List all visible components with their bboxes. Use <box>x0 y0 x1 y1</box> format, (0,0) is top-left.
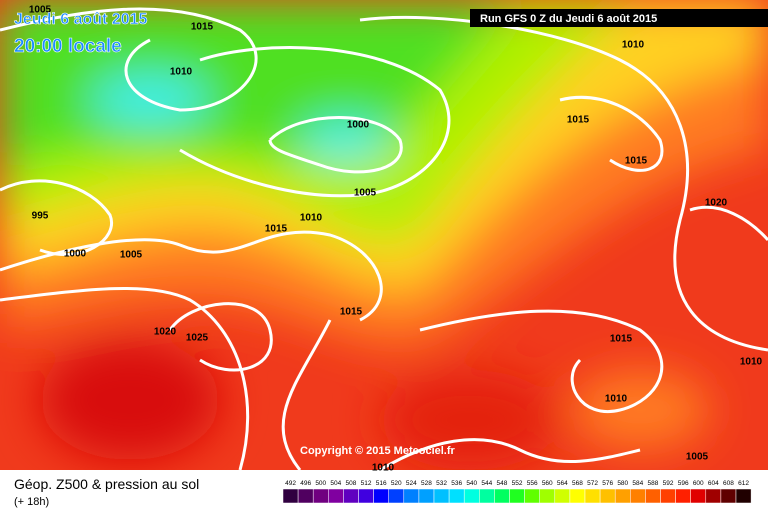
legend-swatch <box>599 488 616 504</box>
legend-label: 496 <box>300 480 311 487</box>
legend-label: 504 <box>330 480 341 487</box>
legend-label: 580 <box>617 480 628 487</box>
legend-label: 512 <box>361 480 372 487</box>
legend-swatch <box>705 488 722 504</box>
legend-swatch <box>584 488 601 504</box>
legend-label: 556 <box>527 480 538 487</box>
legend-label: 536 <box>451 480 462 487</box>
legend-label: 544 <box>481 480 492 487</box>
isobar-label: 1000 <box>347 120 370 131</box>
isobar-label: 1015 <box>191 22 214 33</box>
isobar-label: 1015 <box>265 224 288 235</box>
legend-label: 604 <box>708 480 719 487</box>
legend-subtitle: (+ 18h) <box>14 496 49 508</box>
legend-swatch <box>524 488 540 504</box>
legend-swatch <box>433 488 450 504</box>
isobar-label: 1010 <box>170 67 193 78</box>
legend-label: 564 <box>557 480 568 487</box>
legend-swatch <box>720 488 737 504</box>
legend-label: 532 <box>436 480 447 487</box>
isobar-label: 1015 <box>340 307 363 318</box>
legend-swatch <box>539 488 556 504</box>
isobar-label: 1005 <box>686 452 709 463</box>
isobar-label: 1010 <box>372 463 395 474</box>
legend-label: 588 <box>648 480 659 487</box>
legend-label: 608 <box>723 480 734 487</box>
legend-swatch <box>614 488 631 504</box>
legend-swatch <box>554 488 571 504</box>
legend-swatch <box>690 488 707 504</box>
color-legend: 492 496 500 504 508 512 516 520 524 528 532 536 540 5… <box>282 480 752 504</box>
legend-label: 520 <box>391 480 402 487</box>
legend-label: 560 <box>542 480 553 487</box>
date: Jeudi 6 août 2015 <box>14 11 147 28</box>
legend-swatch <box>645 488 661 504</box>
legend-label: 568 <box>572 480 583 487</box>
legend-swatch <box>463 488 480 504</box>
legend-label: 612 <box>738 480 749 487</box>
legend-label: 572 <box>587 480 598 487</box>
legend-label: 516 <box>376 480 387 487</box>
legend-swatch <box>675 488 691 504</box>
legend-label: 508 <box>346 480 357 487</box>
legend-label: 548 <box>497 480 508 487</box>
isobar-label: 1020 <box>705 198 728 209</box>
legend-swatch <box>494 488 510 504</box>
legend-swatch <box>373 488 389 504</box>
isobar-label: 1015 <box>625 156 648 167</box>
isobar-label: 1015 <box>567 115 590 126</box>
legend-swatch <box>297 488 314 504</box>
legend-swatch <box>388 488 405 504</box>
run-info: Run GFS 0 Z du Jeudi 6 août 2015 <box>480 13 657 25</box>
legend-label: 492 <box>285 480 296 487</box>
run-box <box>470 9 768 27</box>
legend-label: 540 <box>466 480 477 487</box>
legend-swatch <box>479 488 495 504</box>
isobar-label: 1010 <box>740 357 763 368</box>
isobar-label: 1010 <box>622 40 645 51</box>
isobar-label: 1010 <box>300 213 323 224</box>
legend-swatch <box>735 488 752 504</box>
legend-swatch <box>569 488 586 504</box>
legend-swatch <box>328 488 344 504</box>
isobar-label: 1025 <box>186 333 209 344</box>
legend-swatch <box>448 488 465 504</box>
isobar-label: 1005 <box>29 5 52 16</box>
local-time: 20:00 locale <box>14 36 122 57</box>
legend-swatch <box>312 488 329 504</box>
legend-swatch <box>660 488 676 504</box>
legend-swatch <box>630 488 646 504</box>
isobar-label: 1005 <box>354 188 377 199</box>
field <box>0 0 768 470</box>
isobar-labels: 1005 1015 1010 1010 1000 1015 1015 1005 … <box>29 5 763 474</box>
legend-label: 552 <box>512 480 523 487</box>
legend-swatch <box>403 488 420 504</box>
legend-swatch <box>418 488 435 504</box>
legend-label: 576 <box>602 480 613 487</box>
legend-label: 584 <box>632 480 643 487</box>
isobar-label: 1015 <box>610 334 633 345</box>
legend-label: 524 <box>406 480 417 487</box>
legend-swatch <box>509 488 525 504</box>
legend-label: 600 <box>693 480 704 487</box>
legend-title: Géop. Z500 & pression au sol <box>14 476 199 492</box>
legend-label: 528 <box>421 480 432 487</box>
isobar-label: 1000 <box>64 249 87 260</box>
isobar-label: 995 <box>32 211 49 222</box>
legend-swatch <box>358 488 374 504</box>
legend-swatch <box>282 488 299 504</box>
isobar-label: 1005 <box>120 250 143 261</box>
isobar-label: 1010 <box>605 394 628 405</box>
legend-label: 592 <box>663 480 674 487</box>
legend-label: 596 <box>678 480 689 487</box>
copyright: Copyright © 2015 Meteociel.fr <box>300 445 456 457</box>
legend-swatch <box>343 488 359 504</box>
legend-label: 500 <box>315 480 326 487</box>
isobar-label: 1020 <box>154 327 177 338</box>
